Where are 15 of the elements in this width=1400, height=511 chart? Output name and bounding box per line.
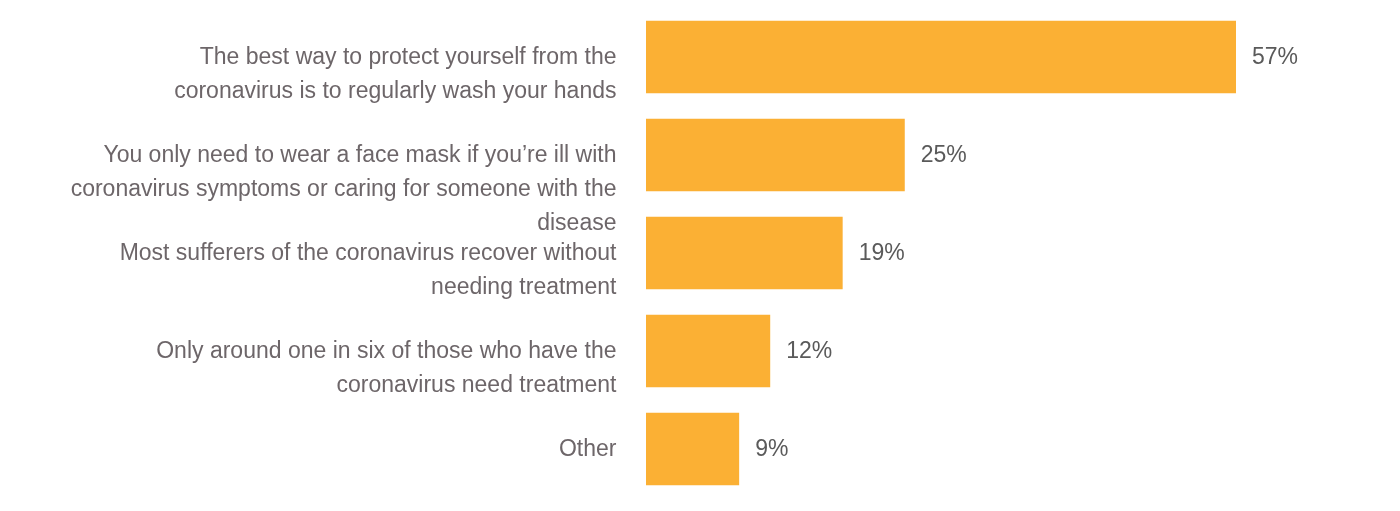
bar (646, 20, 1236, 94)
y-tick-label: You only need to wear a face mask if you’re ill with coronavirus symptoms or caring for someone with the disease (70, 141, 617, 235)
y-tick-label: The best way to protect yourself from the coronavirus is to regularly wash your hands (174, 43, 617, 103)
bar (646, 216, 843, 290)
data-label: 25% (920, 141, 967, 167)
data-label: 57% (1252, 43, 1299, 69)
data-label: 9% (755, 435, 789, 461)
bar (646, 412, 740, 486)
bar (646, 314, 771, 388)
data-label: 19% (858, 239, 905, 265)
bar (646, 118, 905, 192)
data-label: 12% (786, 337, 833, 363)
y-tick-label: Other (558, 435, 617, 461)
y-tick-label: Only around one in six of those who have the coronavirus need treatment (156, 337, 618, 397)
y-tick-label: Most sufferers of the coronavirus recover without needing treatment (119, 239, 618, 299)
